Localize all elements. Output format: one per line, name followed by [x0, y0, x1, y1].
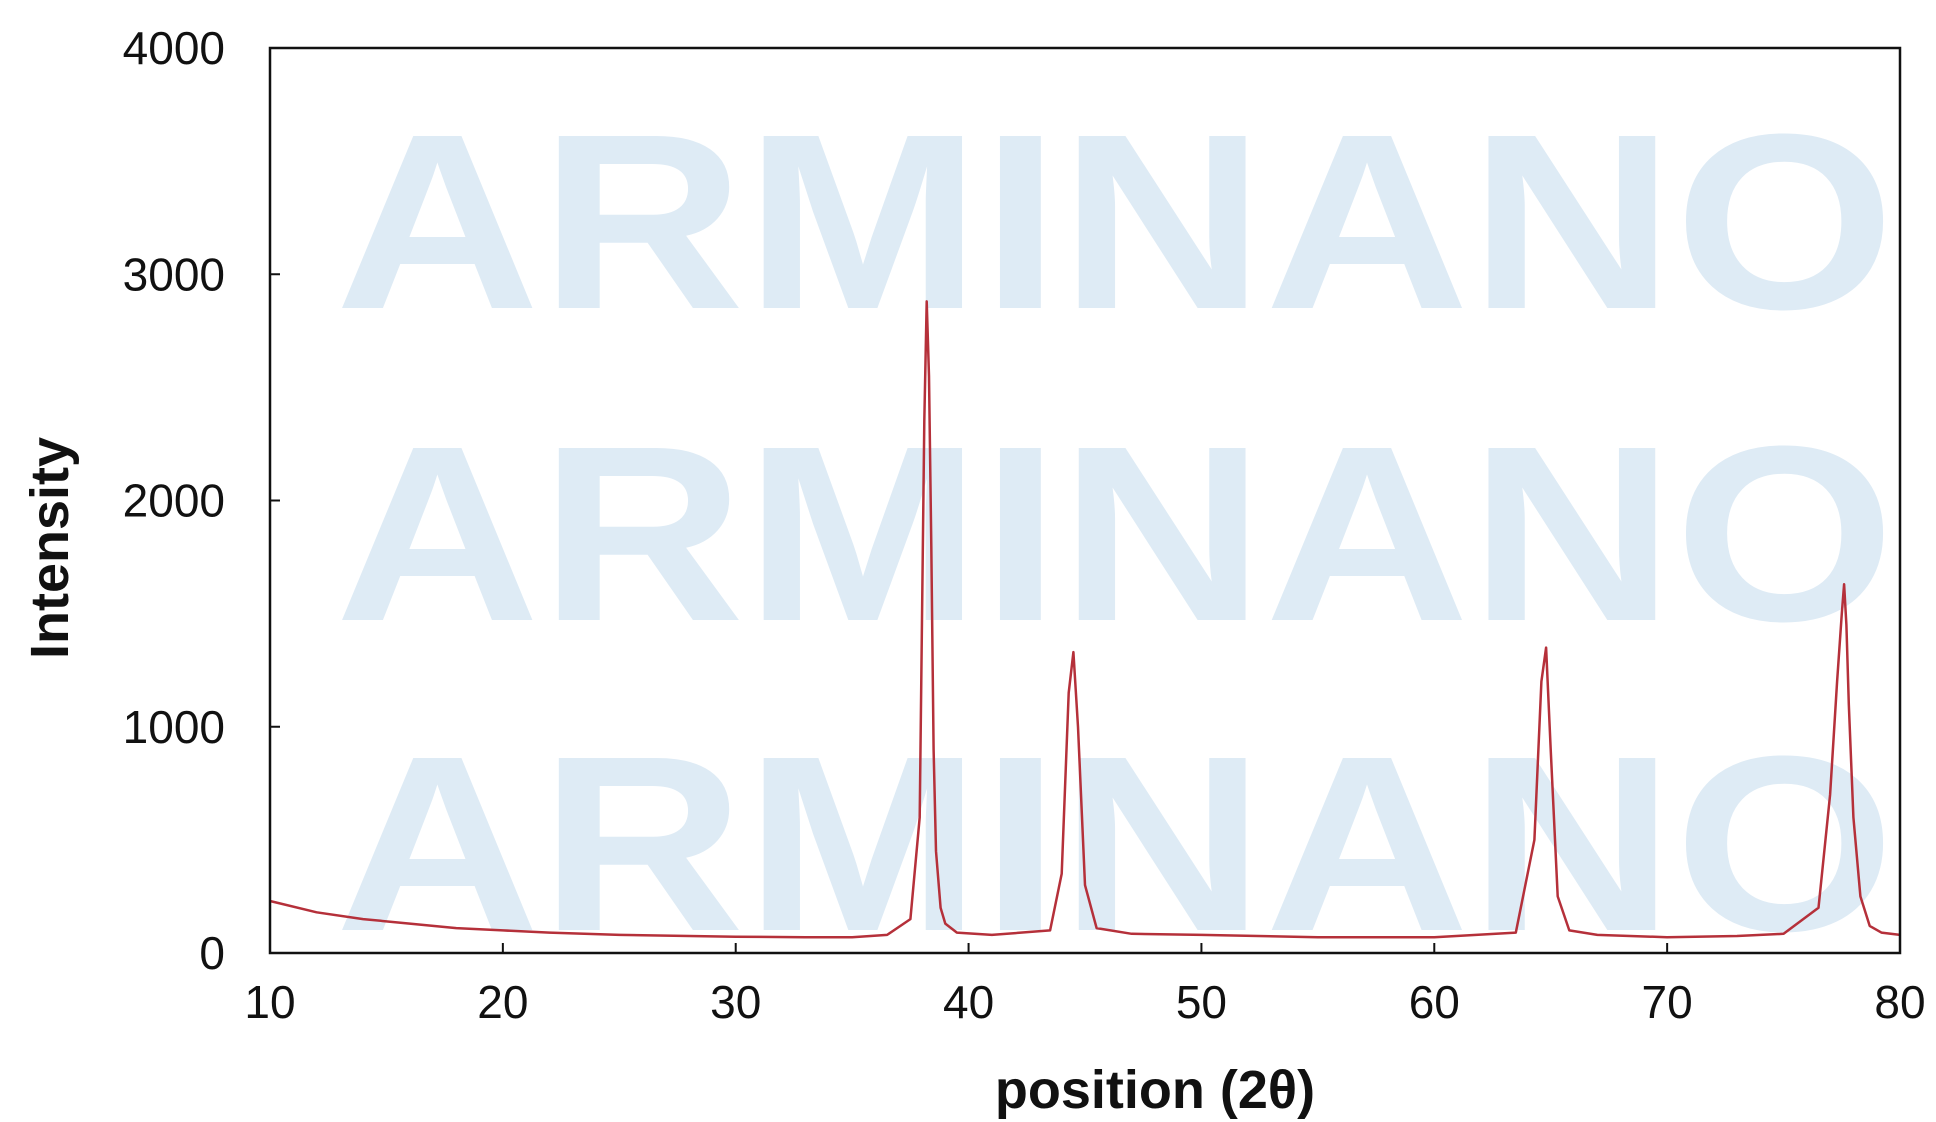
y-tick-label-4000: 4000 [123, 22, 225, 74]
axis-tick-labels: 10 20 30 40 50 60 70 80 0 1000 2000 3000 4000 [123, 22, 1926, 1028]
x-tick-label-60: 60 [1409, 976, 1460, 1028]
x-tick-label-40: 40 [943, 976, 994, 1028]
watermark: ARMINANO ARMINANO ARMINANO [335, 82, 1895, 983]
x-tick-label-80: 80 [1874, 976, 1925, 1028]
x-tick-label-30: 30 [710, 976, 761, 1028]
watermark-line-3: ARMINANO [335, 704, 1895, 983]
y-tick-label-3000: 3000 [123, 248, 225, 300]
y-axis-title: Intensity [20, 437, 80, 659]
y-tick-label-2000: 2000 [123, 475, 225, 527]
y-tick-label-0: 0 [199, 927, 225, 979]
axis-ticks [269, 47, 1901, 954]
series-layer [269, 300, 1901, 939]
watermark-line-2: ARMINANO [335, 394, 1895, 673]
x-tick-label-50: 50 [1176, 976, 1227, 1028]
y-tick-label-1000: 1000 [123, 701, 225, 753]
x-tick-label-20: 20 [477, 976, 528, 1028]
x-axis-title: position (2θ) [995, 1060, 1315, 1120]
x-tick-label-70: 70 [1642, 976, 1693, 1028]
xrd-series-line-1 [269, 300, 1901, 939]
watermark-line-1: ARMINANO [335, 82, 1895, 361]
x-tick-label-10: 10 [244, 976, 295, 1028]
